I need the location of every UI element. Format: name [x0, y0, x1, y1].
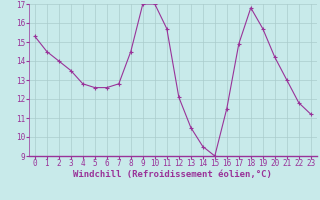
X-axis label: Windchill (Refroidissement éolien,°C): Windchill (Refroidissement éolien,°C) [73, 170, 272, 179]
